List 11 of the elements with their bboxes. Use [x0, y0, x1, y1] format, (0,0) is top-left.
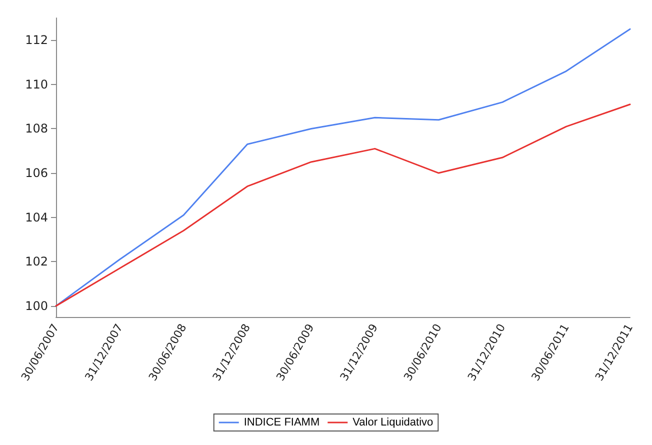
- y-tick-label: 100: [25, 298, 48, 313]
- y-tick-label: 104: [25, 210, 48, 224]
- line-series: [55, 28, 631, 307]
- y-tick-label: 106: [25, 166, 48, 180]
- y-tick-label: 110: [25, 77, 48, 92]
- line-series: [55, 104, 631, 307]
- y-tick-label: 108: [25, 122, 48, 136]
- legend-label: INDICE FIAMM: [244, 416, 320, 428]
- y-tick-label: 112: [25, 33, 48, 48]
- legend-label: Valor Liquidativo: [352, 416, 434, 428]
- y-tick-label: 102: [25, 254, 48, 269]
